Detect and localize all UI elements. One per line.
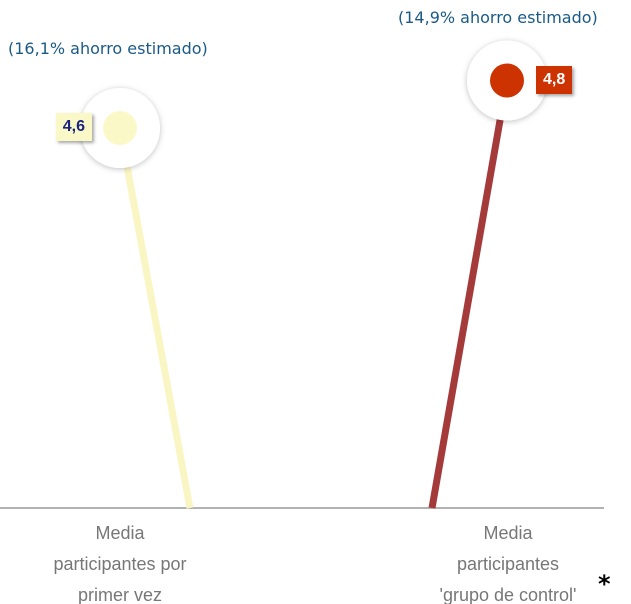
x-tick-label: Media participantes por primer vez [53, 523, 187, 604]
dot [103, 111, 137, 145]
stick [116, 127, 194, 509]
annotation: (16,1% ahorro estimado) [8, 39, 208, 58]
x-tick-label: Media participantes 'grupo de control' [439, 523, 577, 604]
value-label: 4,8 [536, 65, 573, 94]
value-label: 4,6 [55, 113, 92, 141]
footnote-mark: * [598, 570, 611, 598]
annotation: (14,9% ahorro estimado) [398, 8, 598, 27]
stick [428, 79, 511, 509]
dot [490, 63, 524, 98]
